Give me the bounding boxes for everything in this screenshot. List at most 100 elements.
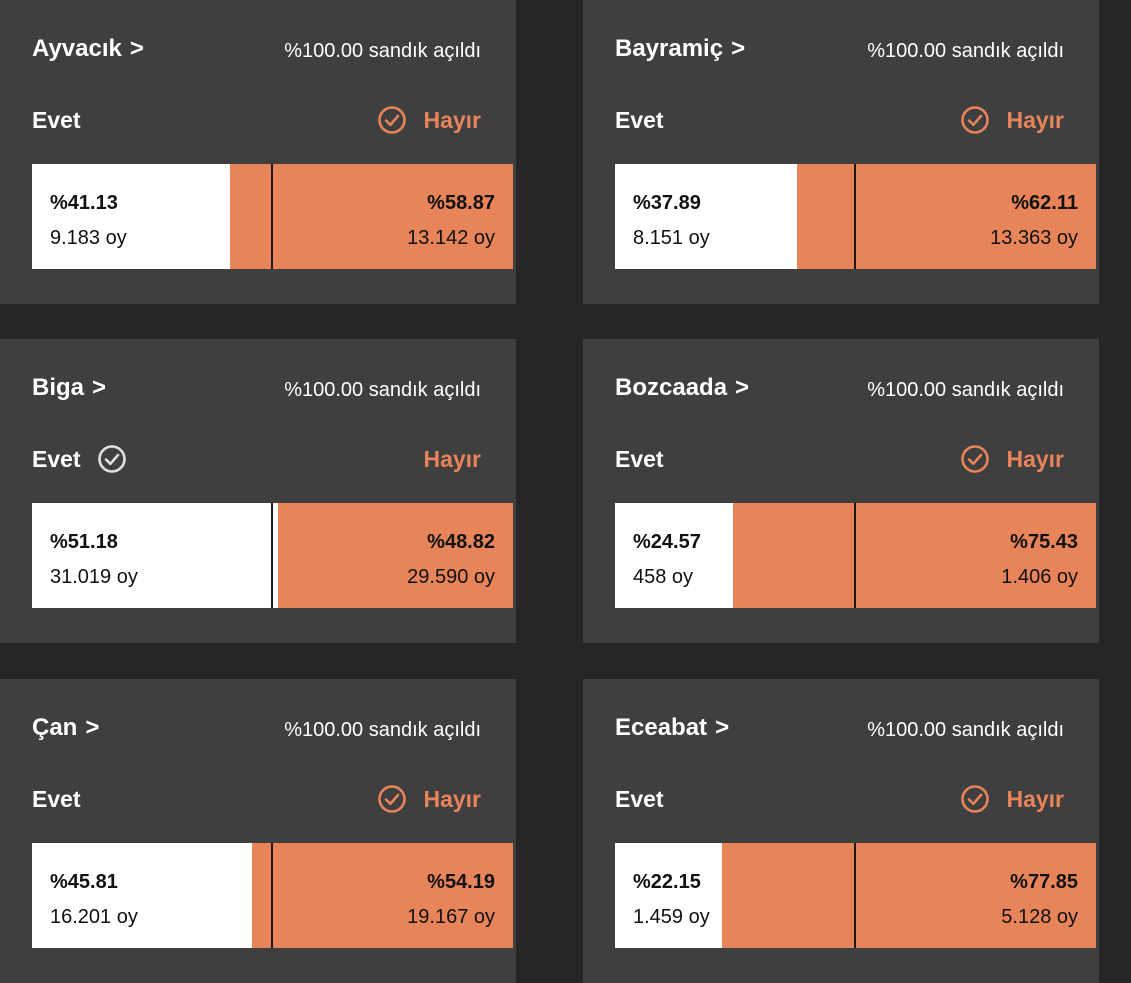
ballot-status: %100.00 sandık açıldı xyxy=(867,379,1064,401)
ballot-status: %100.00 sandık açıldı xyxy=(284,40,481,62)
ballot-status: %100.00 sandık açıldı xyxy=(284,719,481,741)
chevron-right-icon: > xyxy=(85,714,100,741)
evet-votes: 458 oy xyxy=(633,566,694,588)
evet-percent: %22.15 xyxy=(633,871,701,893)
evet-votes: 16.201 oy xyxy=(50,906,138,928)
evet-percent: %24.57 xyxy=(633,531,701,553)
evet-text: Evet xyxy=(615,446,664,472)
ballot-status: %100.00 sandık açıldı xyxy=(867,40,1064,62)
result-bar: %45.81 16.201 oy %54.19 19.167 oy xyxy=(32,843,513,948)
evet-text: Evet xyxy=(32,446,81,472)
district-name: Bayramiç xyxy=(615,35,724,62)
hayir-votes: 19.167 oy xyxy=(407,906,495,928)
district-card-bayramic: Bayramiç > %100.00 sandık açıldı Evet Hay… xyxy=(583,0,1099,304)
district-link[interactable]: Bozcaada > xyxy=(615,373,749,403)
district-card-can: Çan > %100.00 sandık açıldı Evet Hayır %4… xyxy=(0,679,516,983)
check-circle-icon xyxy=(377,105,407,135)
hayir-votes: 5.128 oy xyxy=(1001,906,1078,928)
chevron-right-icon: > xyxy=(92,374,107,401)
hayir-label: Hayır xyxy=(960,443,1064,475)
hayir-text: Hayır xyxy=(1006,786,1064,812)
check-circle-icon xyxy=(97,444,127,474)
district-card-biga: Biga > %100.00 sandık açıldı Evet Hayır %… xyxy=(0,339,516,643)
district-link[interactable]: Eceabat > xyxy=(615,713,729,743)
check-circle-icon xyxy=(960,784,990,814)
chevron-right-icon: > xyxy=(731,35,746,62)
midpoint-line xyxy=(271,843,273,948)
hayir-votes: 13.363 oy xyxy=(990,227,1078,249)
hayir-percent: %58.87 xyxy=(427,192,495,214)
district-name: Biga xyxy=(32,374,85,401)
midpoint-line xyxy=(271,503,273,608)
evet-percent: %51.18 xyxy=(50,531,118,553)
hayir-label: Hayır xyxy=(960,783,1064,815)
chevron-right-icon: > xyxy=(735,374,750,401)
result-bar: %41.13 9.183 oy %58.87 13.142 oy xyxy=(32,164,513,269)
evet-label: Evet xyxy=(615,104,664,136)
district-card-bozcaada: Bozcaada > %100.00 sandık açıldı Evet Hay… xyxy=(583,339,1099,643)
chevron-right-icon: > xyxy=(129,35,144,62)
evet-label: Evet xyxy=(32,104,81,136)
evet-text: Evet xyxy=(615,107,664,133)
district-link[interactable]: Bayramiç > xyxy=(615,34,745,64)
hayir-percent: %62.11 xyxy=(1011,192,1078,214)
result-bar: %22.15 1.459 oy %77.85 5.128 oy xyxy=(615,843,1096,948)
midpoint-line xyxy=(271,164,273,269)
evet-percent: %41.13 xyxy=(50,192,118,214)
hayir-text: Hayır xyxy=(423,107,481,133)
hayir-label: Hayır xyxy=(377,783,481,815)
evet-label: Evet xyxy=(615,443,664,475)
evet-bar-fill xyxy=(32,164,230,269)
evet-label: Evet xyxy=(32,443,127,475)
district-name: Bozcaada xyxy=(615,374,728,401)
evet-bar-fill xyxy=(615,164,797,269)
hayir-percent: %77.85 xyxy=(1010,871,1078,893)
hayir-text: Hayır xyxy=(1006,107,1064,133)
evet-bar-fill xyxy=(32,503,278,608)
hayir-label: Hayır xyxy=(377,104,481,136)
evet-bar-fill xyxy=(32,843,252,948)
evet-votes: 9.183 oy xyxy=(50,227,127,249)
hayir-percent: %48.82 xyxy=(427,531,495,553)
district-name: Çan xyxy=(32,714,78,741)
check-circle-icon xyxy=(377,784,407,814)
hayir-text: Hayır xyxy=(423,786,481,812)
evet-label: Evet xyxy=(32,783,81,815)
hayir-votes: 1.406 oy xyxy=(1001,566,1078,588)
district-name: Eceabat xyxy=(615,714,708,741)
evet-votes: 8.151 oy xyxy=(633,227,710,249)
evet-percent: %45.81 xyxy=(50,871,118,893)
district-link[interactable]: Ayvacık > xyxy=(32,34,144,64)
evet-votes: 31.019 oy xyxy=(50,566,138,588)
ballot-status: %100.00 sandık açıldı xyxy=(284,379,481,401)
chevron-right-icon: > xyxy=(715,714,730,741)
evet-text: Evet xyxy=(32,786,81,812)
hayir-label: Hayır xyxy=(423,443,481,475)
midpoint-line xyxy=(854,503,856,608)
hayir-label: Hayır xyxy=(960,104,1064,136)
district-link[interactable]: Biga > xyxy=(32,373,106,403)
result-bar: %24.57 458 oy %75.43 1.406 oy xyxy=(615,503,1096,608)
evet-bar-fill xyxy=(615,503,733,608)
evet-text: Evet xyxy=(615,786,664,812)
district-card-ayvacik: Ayvacık > %100.00 sandık açıldı Evet Hayı… xyxy=(0,0,516,304)
midpoint-line xyxy=(854,843,856,948)
hayir-percent: %54.19 xyxy=(427,871,495,893)
evet-percent: %37.89 xyxy=(633,192,701,214)
evet-text: Evet xyxy=(32,107,81,133)
result-bar: %37.89 8.151 oy %62.11 13.363 oy xyxy=(615,164,1096,269)
hayir-percent: %75.43 xyxy=(1010,531,1078,553)
hayir-votes: 13.142 oy xyxy=(407,227,495,249)
ballot-status: %100.00 sandık açıldı xyxy=(867,719,1064,741)
check-circle-icon xyxy=(960,444,990,474)
evet-label: Evet xyxy=(615,783,664,815)
hayir-text: Hayır xyxy=(1006,446,1064,472)
result-bar: %51.18 31.019 oy %48.82 29.590 oy xyxy=(32,503,513,608)
check-circle-icon xyxy=(960,105,990,135)
district-name: Ayvacık xyxy=(32,35,122,62)
district-card-eceabat: Eceabat > %100.00 sandık açıldı Evet Hayı… xyxy=(583,679,1099,983)
evet-votes: 1.459 oy xyxy=(633,906,710,928)
district-link[interactable]: Çan > xyxy=(32,713,99,743)
evet-bar-fill xyxy=(615,843,722,948)
midpoint-line xyxy=(854,164,856,269)
